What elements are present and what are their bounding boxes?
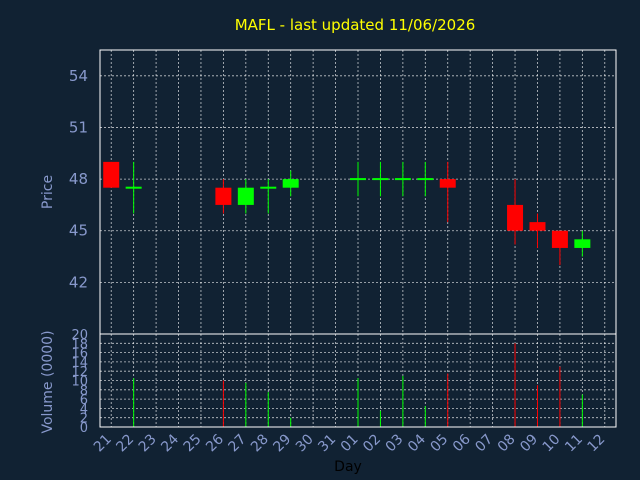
volume-tick-label: 20 [71, 328, 88, 343]
candle [125, 161, 142, 214]
candle-body [574, 239, 591, 248]
candle-body [282, 179, 299, 188]
candle [574, 230, 591, 257]
price-axis-ticks: 42 45 48 51 54 [69, 67, 88, 292]
volume-tick-label: 8 [80, 384, 88, 399]
x-tick-label: 23 [136, 431, 160, 455]
volume-axis-label: Volume (0000) [40, 330, 56, 433]
x-tick-label: 04 [405, 431, 429, 455]
volume-tick-label: 10 [71, 375, 88, 390]
candle-body [394, 178, 411, 181]
x-tick-label: 12 [585, 431, 609, 455]
price-tick-label: 45 [69, 222, 88, 240]
x-tick-label: 30 [293, 431, 317, 455]
candle-body [260, 186, 277, 189]
x-tick-label: 09 [517, 431, 541, 455]
volume-bars [133, 343, 583, 427]
x-tick-label: 29 [270, 431, 294, 455]
candle [551, 230, 568, 266]
volume-tick-label: 16 [71, 347, 88, 362]
x-tick-label: 01 [338, 431, 362, 455]
price-tick-label: 54 [69, 67, 88, 85]
candle [350, 161, 366, 197]
candle-body [125, 186, 142, 189]
candle [282, 170, 299, 197]
candle-body [417, 178, 434, 181]
volume-panel-frame [99, 333, 617, 428]
candle-body [507, 204, 524, 231]
candle [507, 179, 524, 245]
x-tick-label: 06 [450, 431, 474, 455]
candle [529, 213, 546, 248]
x-tick-label: 25 [181, 431, 205, 455]
price-tick-label: 48 [69, 170, 88, 188]
volume-tick-label: 18 [71, 337, 88, 352]
x-tick-label: 21 [91, 431, 115, 455]
candle-body [237, 187, 254, 205]
x-tick-label: 26 [203, 431, 227, 455]
x-tick-label: 11 [562, 431, 586, 455]
candle-body [103, 161, 120, 188]
candles [103, 161, 591, 266]
x-tick-label: 24 [158, 431, 182, 455]
volume-tick-label: 4 [80, 402, 88, 417]
chart-title: MAFL - last updated 11/06/2026 [235, 16, 476, 34]
candle-body [215, 187, 232, 205]
candle-body [551, 230, 568, 248]
x-tick-label: 05 [427, 431, 451, 455]
x-tick-label: 08 [495, 431, 519, 455]
x-tick-label: 03 [383, 431, 407, 455]
candle-body [529, 222, 546, 231]
x-axis-label: Day [334, 459, 362, 475]
candle [439, 161, 456, 223]
candle [394, 161, 411, 197]
candle [417, 161, 434, 197]
x-axis-ticks: 2122232425262728293031010203040506070809… [91, 431, 608, 455]
x-tick-label: 22 [113, 431, 137, 455]
x-tick-label: 31 [315, 431, 339, 455]
x-tick-label: 27 [226, 431, 250, 455]
candle-body [439, 179, 456, 188]
x-tick-label: 02 [360, 431, 384, 455]
volume-tick-label: 14 [71, 356, 88, 371]
x-tick-label: 28 [248, 431, 272, 455]
candle-body [372, 178, 389, 181]
volume-tick-label: 0 [80, 421, 88, 436]
volume-tick-label: 12 [71, 365, 88, 380]
x-tick-label: 10 [540, 431, 564, 455]
price-tick-label: 51 [69, 118, 88, 136]
candle [372, 161, 389, 197]
candle [215, 179, 232, 214]
candle [103, 161, 120, 188]
x-tick-label: 07 [472, 431, 496, 455]
candle [237, 179, 254, 214]
price-axis-label: Price [40, 175, 56, 209]
candle [260, 179, 277, 214]
volume-tick-label: 2 [80, 412, 88, 427]
volume-tick-label: 6 [80, 393, 88, 408]
candle-body [350, 178, 366, 181]
price-tick-label: 42 [69, 273, 88, 291]
